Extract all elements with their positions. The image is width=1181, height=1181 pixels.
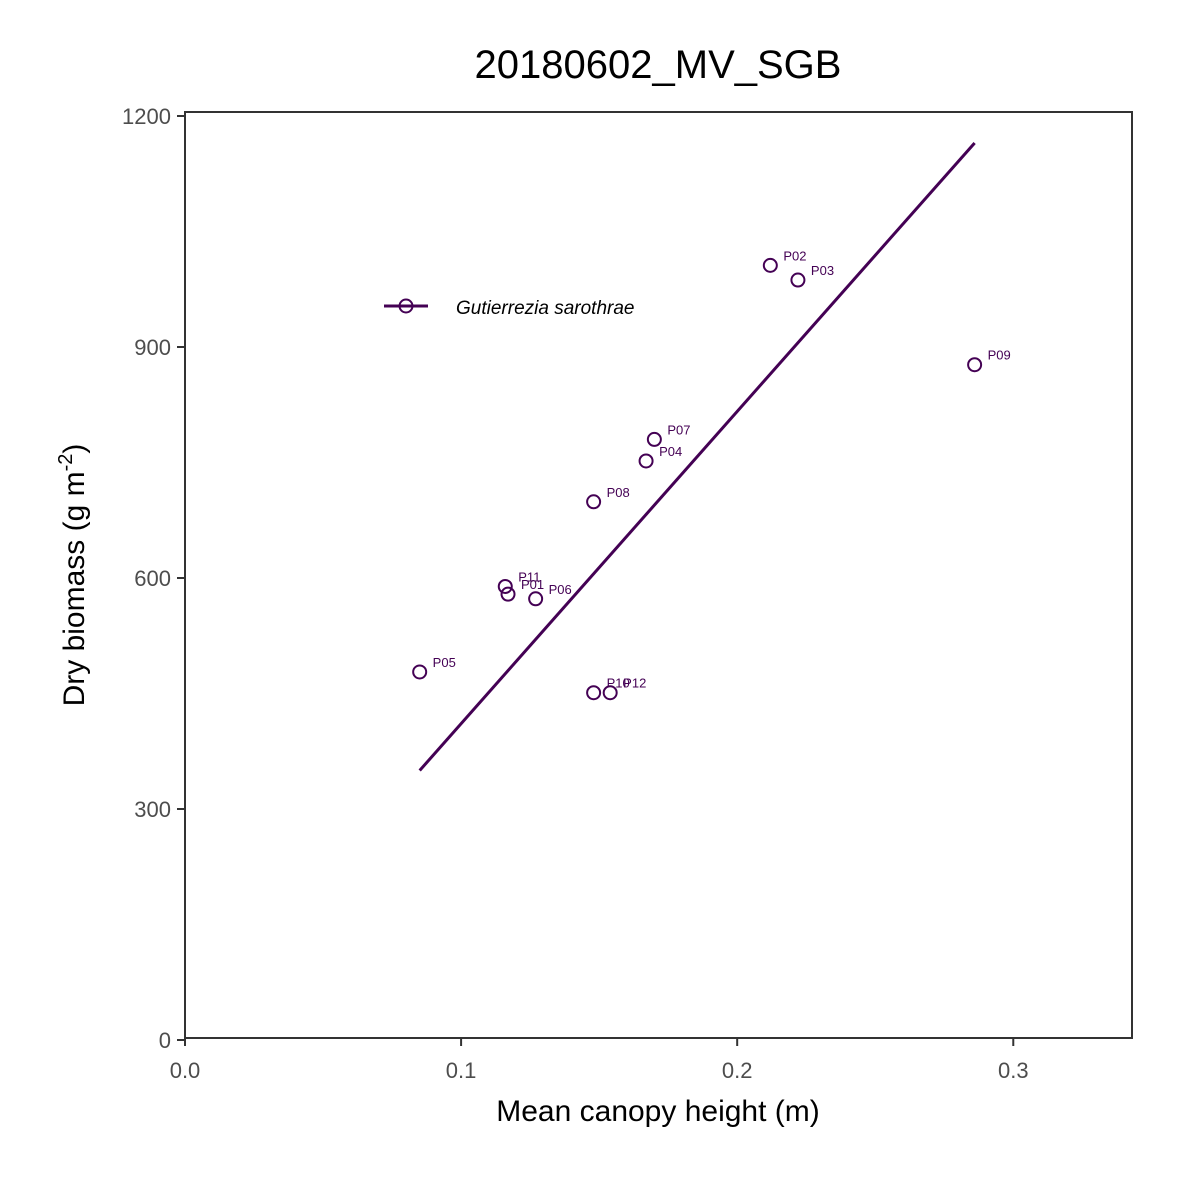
y-tick-label: 300 — [134, 797, 171, 822]
data-point — [528, 591, 544, 607]
x-axis-title: Mean canopy height (m) — [496, 1095, 820, 1128]
point-label: P02 — [783, 248, 806, 263]
point-label: P11 — [518, 569, 540, 584]
fit-lines — [418, 141, 976, 772]
point-label: P07 — [667, 422, 690, 437]
x-axis: 0.0 0.1 0.2 0.3 — [170, 1038, 1029, 1083]
y-tick-label: 0 — [159, 1028, 171, 1053]
point-label: P03 — [811, 263, 834, 278]
data-point — [967, 357, 983, 373]
data-point — [412, 664, 428, 680]
data-point — [586, 494, 602, 510]
legend: Gutierrezia sarothrae — [384, 298, 634, 319]
point-label: P04 — [659, 444, 682, 459]
chart-title: 20180602_MV_SGB — [475, 43, 842, 87]
data-point — [497, 578, 513, 594]
plot-panel — [184, 111, 1133, 1039]
y-axis-title-exponent: -2 — [55, 454, 77, 472]
point-label: P12 — [623, 676, 646, 691]
point-labels: P01 P02 P03 P04 P05 P06 P07 P08 P09 P10 P11 P12 — [433, 248, 1011, 690]
legend-label: Gutierrezia sarothrae — [456, 298, 634, 319]
y-tick-label: 900 — [134, 335, 171, 360]
data-point — [500, 586, 516, 602]
data-point — [638, 453, 654, 469]
y-axis-title-close: ) — [58, 444, 91, 454]
y-axis-title: Dry biomass (g m-2) — [55, 444, 91, 707]
x-tick-label: 0.1 — [446, 1058, 477, 1083]
x-tick-label: 0.3 — [998, 1058, 1029, 1083]
point-label: P01 — [521, 577, 544, 592]
x-tick-label: 0.2 — [722, 1058, 753, 1083]
data-point — [602, 685, 618, 701]
y-axis-title-main: Dry biomass (g m — [58, 471, 91, 706]
data-point — [762, 257, 778, 273]
y-axis: 0 300 600 900 1200 — [122, 104, 185, 1053]
data-point — [790, 272, 806, 288]
y-tick-label: 600 — [134, 566, 171, 591]
point-label: P08 — [607, 485, 630, 500]
point-label: P05 — [433, 655, 456, 670]
data-point — [586, 685, 602, 701]
data-points — [412, 257, 983, 701]
fit-line — [418, 141, 976, 772]
data-point — [646, 431, 662, 447]
y-tick-label: 1200 — [122, 104, 171, 129]
point-label: P06 — [549, 582, 572, 597]
point-label: P10 — [607, 676, 630, 691]
legend-point-swatch — [398, 298, 414, 314]
x-tick-label: 0.0 — [170, 1058, 201, 1083]
point-label: P09 — [988, 348, 1011, 363]
